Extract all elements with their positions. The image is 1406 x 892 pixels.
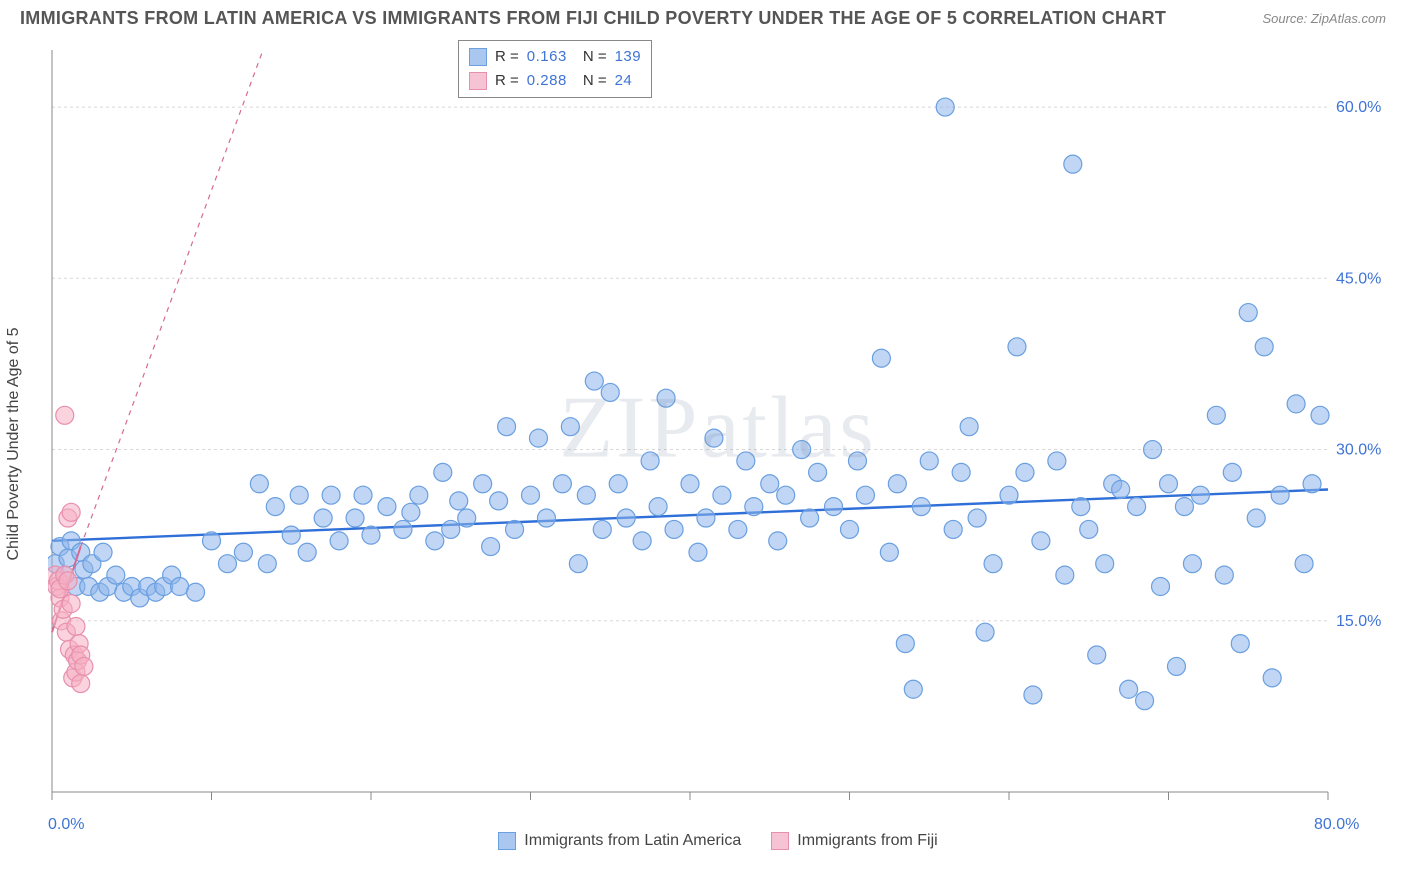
chart-source: Source: ZipAtlas.com bbox=[1262, 11, 1386, 26]
r-value-1: 0.163 bbox=[527, 45, 567, 69]
legend-item-1: Immigrants from Latin America bbox=[498, 832, 741, 850]
legend-item-2: Immigrants from Fiji bbox=[771, 832, 937, 850]
svg-text:45.0%: 45.0% bbox=[1336, 270, 1381, 287]
x-axis-max-label: 80.0% bbox=[1314, 816, 1359, 834]
r-label: R = bbox=[495, 69, 519, 93]
svg-text:60.0%: 60.0% bbox=[1336, 99, 1381, 116]
swatch-series-2 bbox=[771, 832, 789, 850]
chart-title: IMMIGRANTS FROM LATIN AMERICA VS IMMIGRA… bbox=[20, 8, 1166, 29]
legend-row-series-2: R = 0.288 N = 24 bbox=[469, 69, 641, 93]
swatch-series-1 bbox=[469, 48, 487, 66]
legend-label-1: Immigrants from Latin America bbox=[524, 832, 741, 850]
svg-text:30.0%: 30.0% bbox=[1336, 442, 1381, 459]
swatch-series-1 bbox=[498, 832, 516, 850]
svg-text:15.0%: 15.0% bbox=[1336, 613, 1381, 630]
chart-header: IMMIGRANTS FROM LATIN AMERICA VS IMMIGRA… bbox=[0, 0, 1406, 33]
chart-area: Child Poverty Under the Age of 5 15.0%30… bbox=[48, 44, 1388, 844]
n-value-2: 24 bbox=[615, 69, 633, 93]
n-label: N = bbox=[583, 69, 607, 93]
legend-label-2: Immigrants from Fiji bbox=[797, 832, 937, 850]
series-legend: Immigrants from Latin America Immigrants… bbox=[48, 832, 1388, 850]
legend-row-series-1: R = 0.163 N = 139 bbox=[469, 45, 641, 69]
scatter-plot: 15.0% 30.0% 45.0% 60.0% bbox=[48, 44, 1388, 844]
x-axis-min-label: 0.0% bbox=[48, 816, 84, 834]
correlation-legend: R = 0.163 N = 139 R = 0.288 N = 24 bbox=[458, 40, 652, 98]
swatch-series-2 bbox=[469, 72, 487, 90]
y-axis-label: Child Poverty Under the Age of 5 bbox=[5, 327, 23, 560]
r-label: R = bbox=[495, 45, 519, 69]
r-value-2: 0.288 bbox=[527, 69, 567, 93]
n-value-1: 139 bbox=[615, 45, 642, 69]
n-label: N = bbox=[583, 45, 607, 69]
